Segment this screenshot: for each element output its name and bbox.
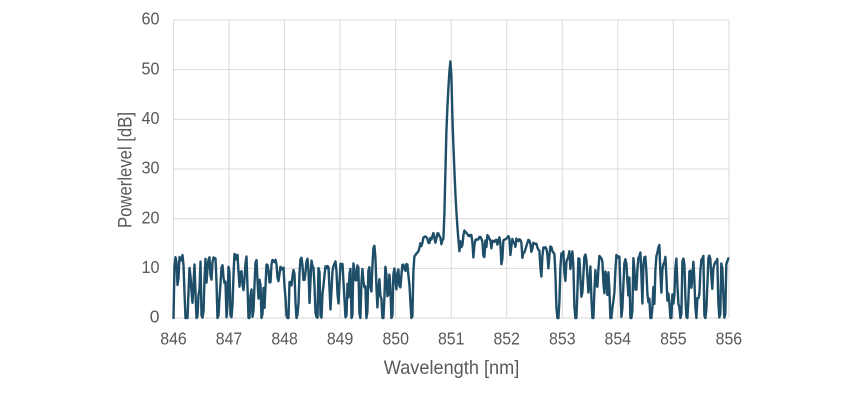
svg-text:60: 60 bbox=[142, 9, 160, 29]
svg-text:849: 849 bbox=[327, 329, 354, 349]
svg-text:30: 30 bbox=[142, 158, 160, 178]
svg-text:855: 855 bbox=[660, 329, 687, 349]
svg-text:853: 853 bbox=[549, 329, 576, 349]
svg-text:854: 854 bbox=[605, 329, 632, 349]
svg-text:20: 20 bbox=[142, 207, 160, 227]
svg-text:10: 10 bbox=[142, 257, 160, 277]
svg-text:848: 848 bbox=[271, 329, 298, 349]
svg-text:40: 40 bbox=[142, 108, 160, 128]
svg-text:Wavelength [nm]: Wavelength [nm] bbox=[384, 357, 520, 379]
svg-text:847: 847 bbox=[216, 329, 243, 349]
svg-text:856: 856 bbox=[716, 329, 743, 349]
svg-text:0: 0 bbox=[150, 307, 160, 327]
svg-text:846: 846 bbox=[160, 329, 187, 349]
svg-text:50: 50 bbox=[142, 58, 160, 78]
svg-text:851: 851 bbox=[438, 329, 465, 349]
svg-text:Powerlevel [dB]: Powerlevel [dB] bbox=[115, 112, 137, 228]
svg-text:852: 852 bbox=[493, 329, 520, 349]
svg-text:850: 850 bbox=[382, 329, 409, 349]
